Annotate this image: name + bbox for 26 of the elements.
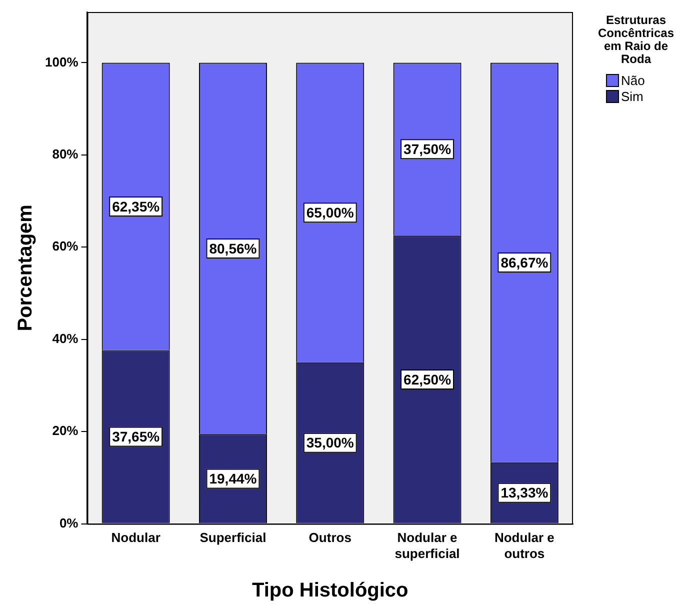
x-tick-label: Nodular e superficial (394, 530, 460, 561)
x-tick-label: Outros (308, 530, 352, 546)
legend-title: Estruturas Concêntricas em Raio de Roda (596, 13, 676, 66)
y-tick-label: 0% (59, 515, 79, 530)
data-label: 86,67% (500, 254, 549, 270)
data-label: 37,50% (404, 141, 452, 158)
data-label: 19,44% (209, 470, 258, 487)
data-label: 37,65% (112, 428, 160, 445)
y-tick-label: 60% (52, 238, 79, 254)
data-label: 65,00% (306, 204, 354, 220)
y-tick-label: 20% (52, 423, 79, 438)
x-tick-label: Nodular e outros (494, 530, 554, 561)
y-tick-label: 40% (52, 330, 79, 346)
text: Não (621, 72, 645, 88)
y-tick-label: 100% (45, 54, 79, 70)
y-tick-label: 80% (52, 146, 79, 162)
data-label: 80,56% (209, 240, 258, 256)
x-tick-label: Nodular (111, 530, 160, 546)
x-axis-title: Tipo Histológico (252, 580, 408, 602)
y-axis-title: Porcentagem (14, 204, 37, 332)
legend-label: Sim (621, 88, 644, 104)
data-label: 62,50% (404, 371, 452, 388)
x-tick-label: Superficial (200, 530, 266, 546)
data-label: 13,33% (500, 484, 549, 501)
data-label: 35,00% (306, 434, 354, 451)
data-label: 62,35% (112, 198, 160, 214)
